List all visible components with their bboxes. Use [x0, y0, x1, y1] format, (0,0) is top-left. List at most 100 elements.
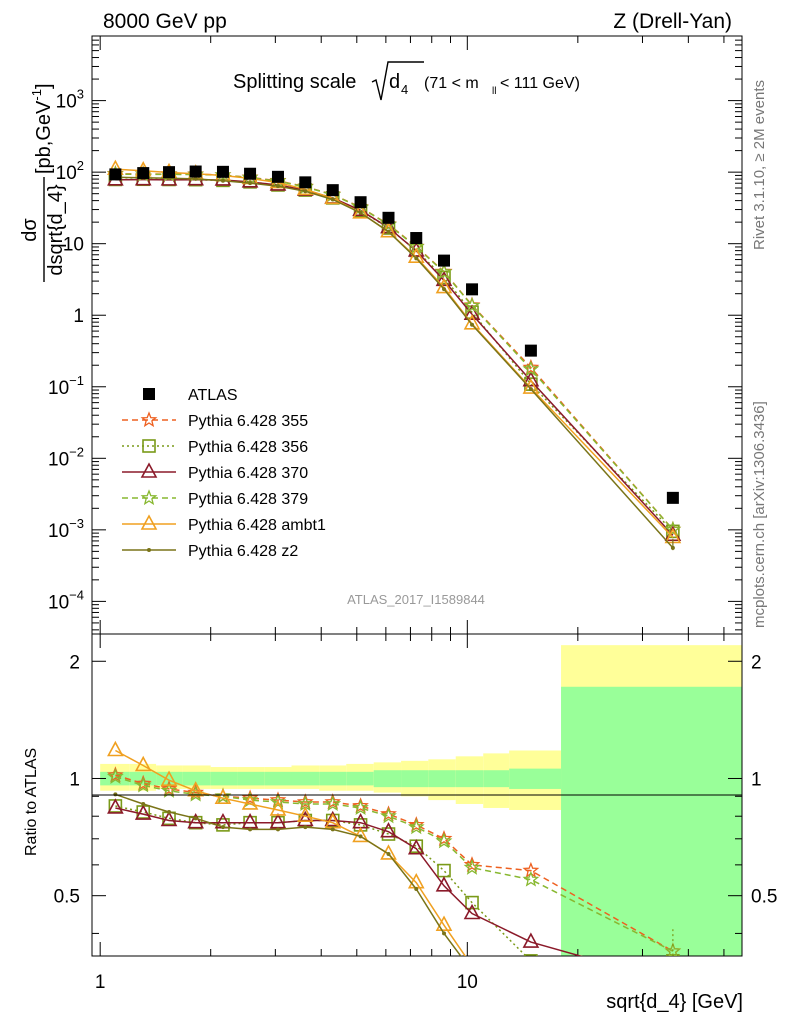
ratio-point-z2 [167, 810, 172, 815]
series-point-z2 [303, 189, 308, 194]
legend-marker-p355 [140, 411, 158, 428]
ratio-point-p355 [134, 774, 152, 791]
series-point-z2 [528, 387, 533, 392]
series-line-p379 [115, 173, 674, 531]
legend-label-p356: Pythia 6.428 356 [188, 439, 308, 456]
legend-marker-atlas [143, 388, 155, 400]
stat-uncertainty-band [319, 771, 347, 786]
atlas-data-point [326, 184, 339, 197]
ratio-point-z2 [193, 816, 198, 821]
ratio-point-p370 [435, 876, 453, 892]
legend-marker-p370 [140, 462, 158, 478]
series-point-z2 [386, 229, 391, 234]
analysis-id: ATLAS_2017_I1589844 [347, 592, 485, 607]
ratio-point-p355 [296, 793, 314, 810]
ratio-point-p370 [134, 804, 152, 820]
ratio-point-z2 [303, 825, 308, 830]
stat-uncertainty-band [455, 770, 484, 788]
series-point-p370 [463, 304, 481, 320]
legend: ATLAS Pythia 6.428 355 Pythia 6.428 356 Pyt… [122, 387, 326, 560]
ratio-point-p355 [107, 766, 124, 783]
ratio-point-z2 [113, 792, 118, 797]
atlas-data-point [666, 491, 679, 504]
ratio-point-p355 [407, 816, 425, 832]
y-label-denominator: dsqrt{d_4} [45, 184, 67, 276]
series-point-ambt1 [463, 314, 481, 330]
ratio-point-p379 [324, 795, 342, 812]
plot-title: Splitting scale d 4 (71 < m ll < 111 GeV… [233, 61, 580, 101]
ratio-point-p379 [463, 858, 481, 875]
y-tick-label: 1 [73, 306, 84, 327]
y-tick-label: 10−4 [48, 587, 84, 613]
series-point-ambt1 [522, 378, 540, 394]
ratio-point-ambt1 [214, 788, 232, 804]
legend-label-z2: Pythia 6.428 z2 [188, 543, 298, 560]
atlas-data-point [354, 196, 367, 209]
atlas-data-point [137, 167, 150, 180]
ratio-point-p370 [463, 903, 481, 920]
plot-title-text: Splitting scale [233, 71, 356, 93]
ratio-line-p370 [115, 807, 584, 956]
ratio-point-p379 [241, 791, 259, 808]
atlas-data-point [410, 232, 423, 245]
series-point-z2 [248, 181, 253, 186]
stat-uncertainty-band [483, 770, 510, 788]
plot-title-var-sub: 4 [401, 82, 408, 97]
main-series [106, 159, 682, 551]
header-process: Z (Drell-Yan) [613, 10, 732, 33]
ratio-point-p355 [435, 830, 453, 846]
rivet-version: Rivet 3.1.10, ≥ 2M events [751, 80, 768, 250]
series-point-z2 [414, 256, 419, 261]
ratio-point-p355 [352, 797, 369, 814]
series-point-z2 [220, 178, 225, 183]
sqrt-sign [371, 61, 424, 101]
ratio-tick-label-left: 2 [69, 652, 80, 673]
x-tick-label: 1 [95, 972, 106, 993]
legend-marker-p356 [142, 439, 156, 453]
y-axis-label: dσ dsqrt{d_4} [pb,GeV-1] [19, 83, 67, 282]
series-point-p379 [664, 520, 682, 537]
atlas-data-point [271, 170, 284, 183]
atlas-data-point [189, 165, 202, 178]
mass-cut-pre: (71 < m [424, 75, 479, 92]
ratio-point-z2 [220, 825, 225, 830]
stat-uncertainty-band [373, 770, 402, 788]
ratio-point-p356 [524, 954, 538, 956]
series-point-p370 [435, 270, 453, 287]
stat-uncertainty-band [561, 686, 742, 956]
atlas-data-point [244, 167, 257, 180]
ratio-point-z2 [358, 834, 363, 839]
uncertainty-bands [100, 645, 742, 956]
ratio-point-z2 [275, 827, 280, 832]
series-point-p379 [435, 263, 453, 280]
y-tick-label: 10−3 [48, 516, 84, 542]
header-energy: 8000 GeV pp [103, 10, 227, 33]
ratio-point-p370 [107, 798, 124, 814]
y-label-unit: [pb,GeV-1] [29, 83, 55, 174]
x-tick-label: 10 [457, 972, 478, 993]
y-tick-label: 103 [56, 87, 84, 113]
y-tick-label: 102 [56, 158, 84, 184]
ratio-point-p379 [352, 799, 369, 816]
ratio-tick-label-left: 0.5 [54, 887, 80, 908]
ratio-point-p370 [666, 974, 680, 987]
ratio-point-p355 [160, 780, 178, 797]
ratio-point-p370 [522, 932, 540, 948]
ratio-point-ambt1 [241, 794, 259, 810]
series-point-p379 [463, 296, 481, 313]
legend-marker-z2 [147, 548, 151, 552]
stat-uncertainty-band [291, 771, 320, 786]
series-point-z2 [358, 210, 363, 215]
stat-uncertainty-band [210, 771, 238, 786]
ratio-point-p355 [463, 856, 481, 872]
ratio-point-p379 [407, 818, 425, 835]
mass-cut-sub: ll [492, 86, 496, 97]
plot-title-var: d [389, 71, 400, 93]
stat-uncertainty-band [237, 771, 265, 786]
ratio-point-p379 [160, 782, 178, 798]
series-point-z2 [193, 176, 198, 181]
atlas-data-point [109, 168, 122, 181]
ratio-point-p370 [160, 810, 178, 827]
series-point-z2 [330, 197, 335, 202]
